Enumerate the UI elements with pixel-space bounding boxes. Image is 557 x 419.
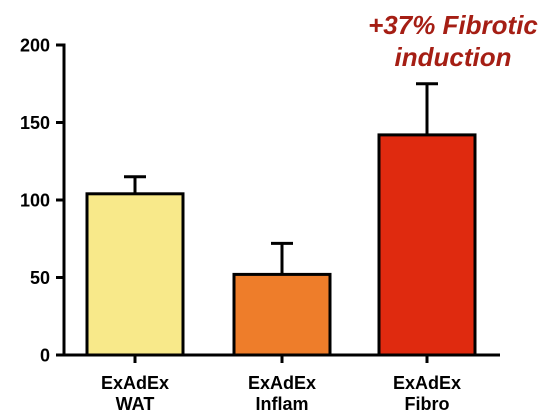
y-tick-label: 0 <box>40 346 50 366</box>
x-tick-label: WAT <box>116 394 155 414</box>
x-tick-label: Fibro <box>405 394 450 414</box>
y-tick-label: 50 <box>30 268 50 288</box>
annotation-text: induction <box>395 42 512 72</box>
annotation-text: +37% Fibrotic <box>368 10 538 40</box>
x-tick-label: ExAdEx <box>101 373 169 393</box>
x-tick-label: Inflam <box>255 394 308 414</box>
bar <box>85 192 185 357</box>
y-tick-label: 100 <box>20 191 50 211</box>
x-tick-label: ExAdEx <box>248 373 316 393</box>
bar <box>232 272 332 357</box>
y-tick-label: 200 <box>20 36 50 56</box>
chart-bars <box>85 82 477 357</box>
bar <box>377 133 477 357</box>
x-tick-label: ExAdEx <box>393 373 461 393</box>
y-tick-label: 150 <box>20 113 50 133</box>
